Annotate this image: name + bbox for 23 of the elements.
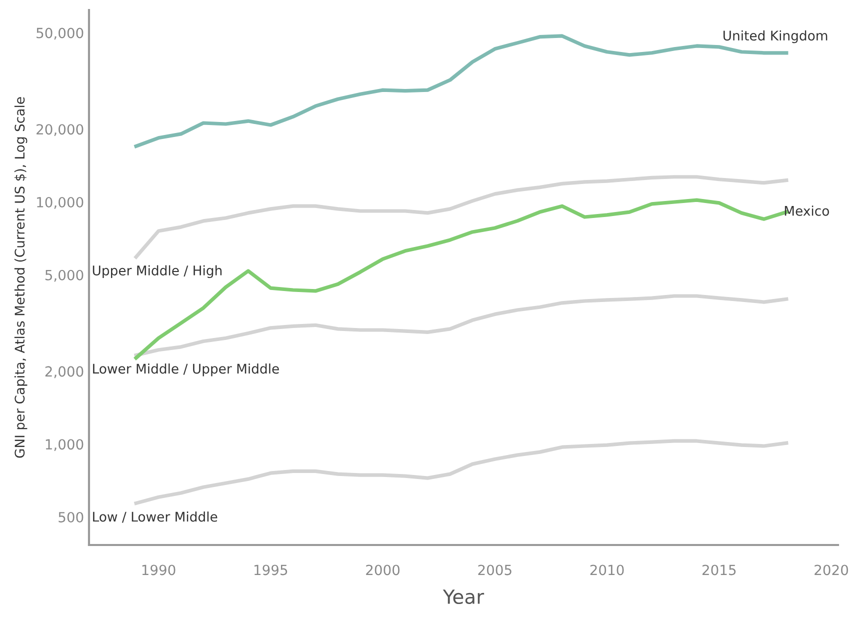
x-tick-label: 2015 (702, 564, 736, 576)
line-series (134, 439, 788, 505)
x-axis-title: Year (442, 590, 484, 604)
x-tick-label: 2000 (366, 564, 400, 576)
y-tick-label: 5,000 (45, 270, 84, 282)
y-tick-label: 10,000 (37, 196, 84, 209)
x-tick-label: 2020 (814, 564, 848, 576)
y-tick-label: 2,000 (45, 366, 84, 378)
series-label: Mexico (784, 206, 829, 216)
x-tick-label: 2010 (590, 564, 624, 576)
line-series (134, 294, 788, 357)
y-tick-label: 1,000 (46, 439, 84, 451)
series-label: Lower Middle / Upper Middle (93, 363, 279, 376)
y-tick-label: 20,000 (36, 124, 84, 136)
y-tick-label: 500 (58, 512, 84, 522)
series-label: Low / Lower Middle (93, 512, 218, 523)
series-label: United Kingdom (724, 30, 828, 44)
x-tick-label: 1995 (254, 564, 288, 576)
y-tick-label: 50,000 (36, 28, 84, 40)
x-tick-label: 1990 (142, 564, 176, 576)
series-label: Upper Middle / High (92, 265, 222, 278)
y-axis-title: GNI per Capita, Atlas Method (Current US $), Log Scale (14, 97, 28, 458)
x-tick-label: 2005 (478, 564, 512, 576)
